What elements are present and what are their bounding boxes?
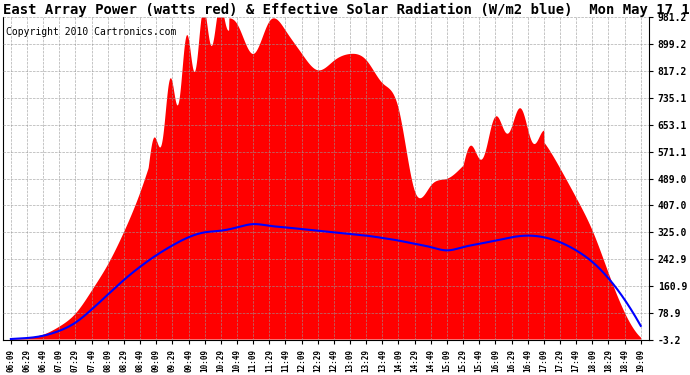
Text: East Array Power (watts red) & Effective Solar Radiation (W/m2 blue)  Mon May 17: East Array Power (watts red) & Effective… [3,3,690,17]
Text: Copyright 2010 Cartronics.com: Copyright 2010 Cartronics.com [6,27,177,37]
